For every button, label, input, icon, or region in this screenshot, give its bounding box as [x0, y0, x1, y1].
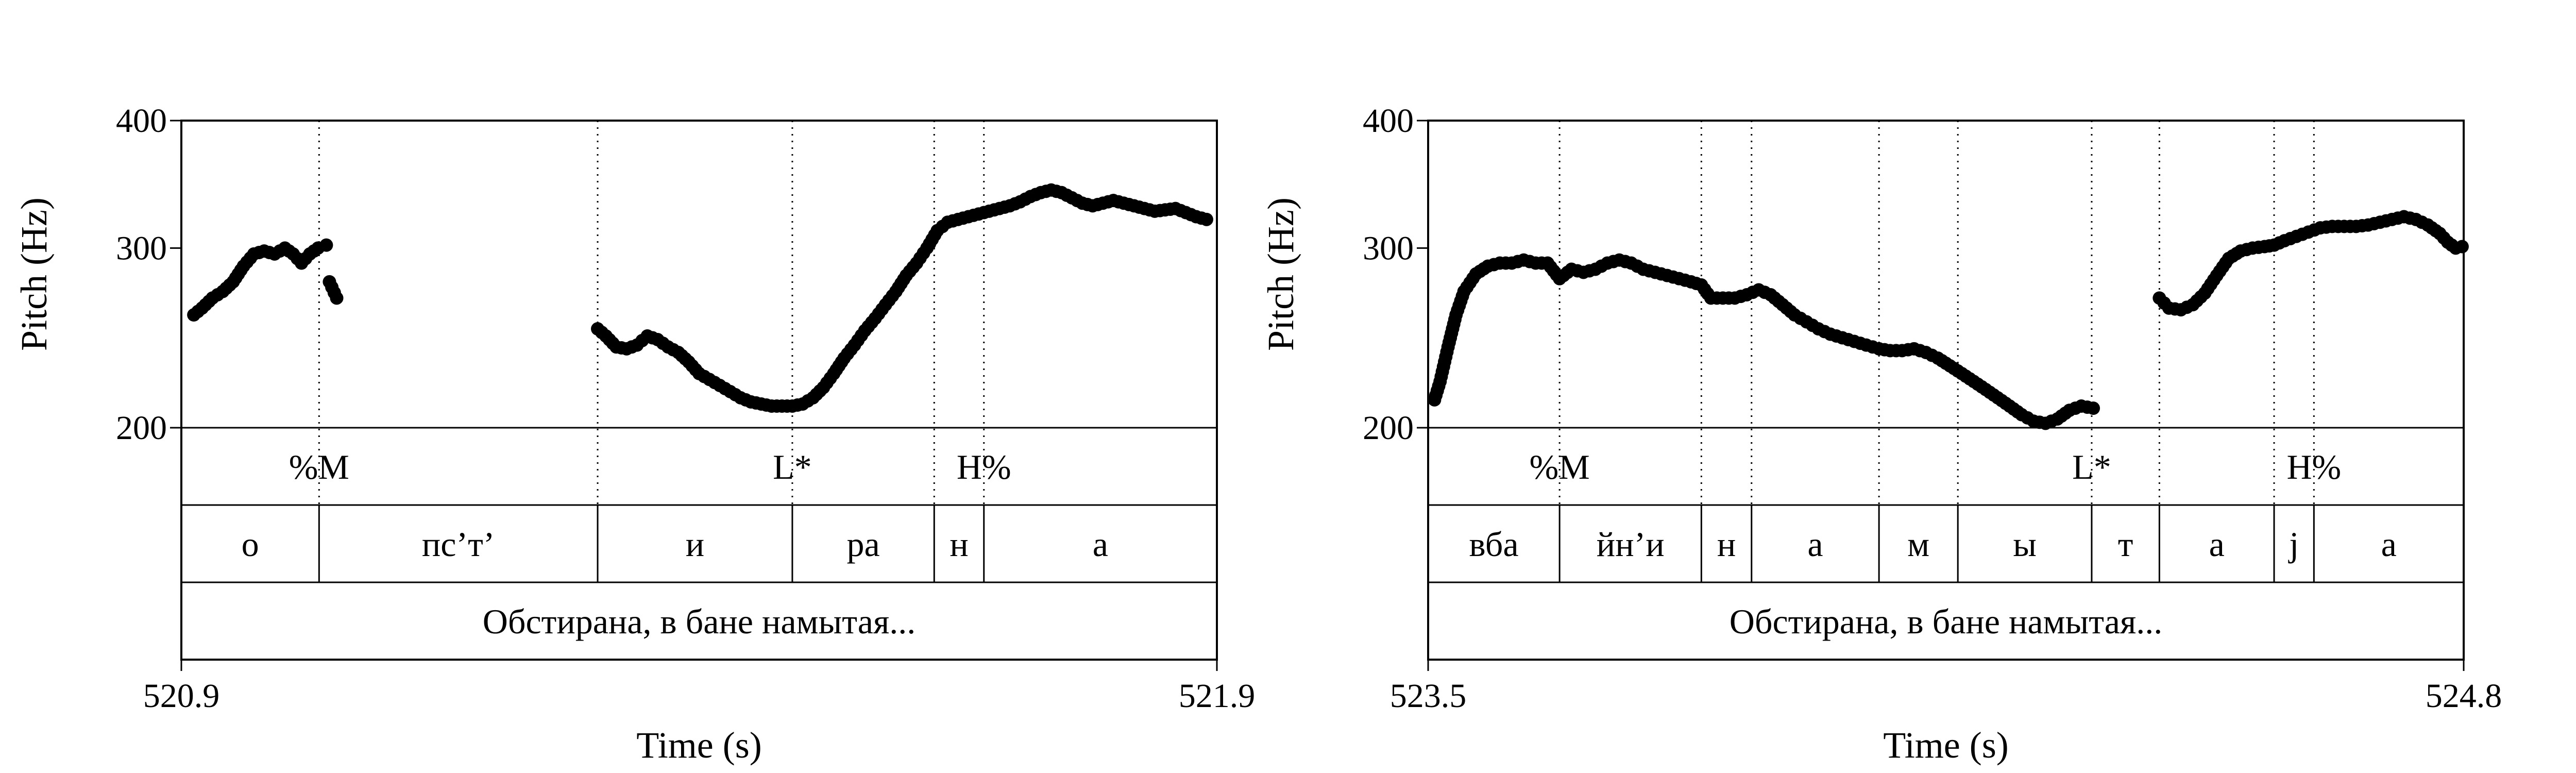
x-tick-label: 520.9	[143, 677, 220, 715]
y-tick-label: 200	[116, 409, 167, 447]
x-axis-title: Time (s)	[636, 725, 761, 766]
segment-label: ы	[2013, 525, 2037, 564]
plot-frame	[180, 120, 1218, 661]
segment-label: м	[1907, 525, 1929, 564]
y-tick-label: 400	[116, 102, 167, 140]
y-axis-title: Pitch (Hz)	[1260, 197, 1301, 351]
pitch-point	[2087, 401, 2100, 415]
phrase-label: Обстирана, в бане намытая...	[1730, 602, 2163, 641]
segment-label: и	[686, 525, 704, 564]
y-axis-title: Pitch (Hz)	[13, 197, 55, 351]
segment-label: о	[242, 525, 259, 564]
segment-label: пс’т’	[422, 525, 495, 564]
y-tick-label: 300	[1363, 229, 1414, 267]
tone-label: %M	[289, 447, 349, 486]
segment-label: йн’и	[1597, 525, 1665, 564]
segment-label: н	[1717, 525, 1736, 564]
pitch-point	[319, 238, 333, 252]
segment-label: н	[950, 525, 968, 564]
tone-label: L*	[773, 447, 812, 486]
tone-label: %M	[1530, 447, 1590, 486]
tone-label: L*	[2072, 447, 2111, 486]
segment-label: j	[2288, 525, 2299, 564]
segment-label: а	[1807, 525, 1823, 564]
pitch-point	[1199, 212, 1213, 226]
pitch-panel-left: 200 300 400 520.9 521.9 Pitch (Hz) Time (s) о пс…	[13, 102, 1255, 766]
x-tick-label: 524.8	[2426, 677, 2502, 715]
y-tick-label: 400	[1363, 102, 1414, 140]
x-axis-title: Time (s)	[1883, 725, 2008, 766]
segment-label: а	[1093, 525, 1108, 564]
y-tick-label: 300	[116, 229, 167, 267]
tone-label: H%	[957, 447, 1011, 486]
tone-label: H%	[2286, 447, 2341, 486]
segment-label: а	[2381, 525, 2397, 564]
segment-label: а	[2209, 525, 2225, 564]
plot-frame	[1427, 120, 2465, 661]
pitch-panel-right: 200 300 400 523.5 524.8 Pitch (Hz) Time (s) вба…	[1260, 102, 2502, 766]
y-tick-label: 200	[1363, 409, 1414, 447]
x-tick-label: 523.5	[1390, 677, 1467, 715]
segment-label: т	[2118, 525, 2133, 564]
segment-label: вба	[1469, 525, 1519, 564]
pitch-point	[2455, 240, 2469, 254]
x-tick-label: 521.9	[1179, 677, 1256, 715]
segment-label: ра	[846, 525, 879, 564]
phrase-label: Обстирана, в бане намытая...	[483, 602, 916, 641]
pitch-point	[330, 291, 344, 305]
